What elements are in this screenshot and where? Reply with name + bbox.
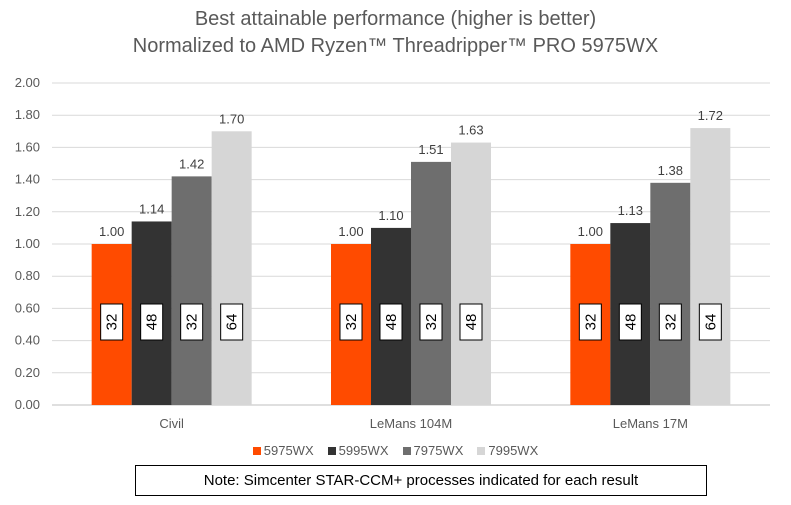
- process-count-box: [658, 303, 682, 341]
- process-count-label: 64: [224, 314, 241, 331]
- legend-item: 7975WX: [402, 443, 464, 458]
- process-count-label: 48: [383, 314, 400, 331]
- legend-label: 7995WX: [488, 443, 539, 458]
- process-count-label: 48: [144, 314, 161, 331]
- data-label: 1.72: [698, 108, 723, 123]
- data-label: 1.10: [378, 208, 403, 223]
- process-count-box: [698, 303, 722, 341]
- legend-swatch: [477, 446, 486, 455]
- bar: [451, 142, 491, 405]
- data-label: 1.00: [578, 224, 603, 239]
- bar: [650, 182, 691, 405]
- legend-swatch: [252, 446, 261, 455]
- data-label: 1.42: [179, 156, 204, 171]
- process-count-box: [100, 303, 124, 341]
- data-label: 1.63: [458, 123, 483, 138]
- data-label: 1.51: [418, 142, 443, 157]
- chart-legend: 5975WX 5995WX 7975WX 7995WX: [0, 443, 791, 458]
- legend-swatch: [327, 446, 336, 455]
- y-tick-label: 0.80: [15, 268, 40, 283]
- bar: [171, 176, 212, 405]
- bar: [411, 161, 451, 405]
- bar: [211, 131, 252, 406]
- process-count-box: [379, 303, 403, 341]
- legend-item: 5995WX: [327, 443, 389, 458]
- category-label: LeMans 17M: [613, 416, 688, 431]
- y-tick-label: 2.00: [15, 75, 40, 90]
- legend-label: 5995WX: [338, 443, 389, 458]
- y-tick-label: 0.20: [15, 365, 40, 380]
- process-count-label: 48: [463, 314, 480, 331]
- category-label: LeMans 104M: [370, 416, 452, 431]
- process-count-box: [419, 303, 443, 341]
- data-label: 1.38: [658, 163, 683, 178]
- process-count-box: [140, 303, 164, 341]
- data-label: 1.00: [338, 224, 363, 239]
- y-tick-label: 1.60: [15, 139, 40, 154]
- bar-chart: 0.00 0.20 0.40 0.60 0.80 1.00 1.20 1.40 1.60 1.80…: [15, 75, 770, 431]
- y-tick-label: 1.40: [15, 172, 40, 187]
- chart-subtitle: Normalized to AMD Ryzen™ Threadripper™ P…: [132, 35, 659, 57]
- y-tick-label: 1.80: [15, 107, 40, 122]
- process-count-box: [459, 303, 483, 341]
- process-count-box: [220, 303, 244, 341]
- y-tick-label: 0.60: [15, 300, 40, 315]
- process-count-box: [339, 303, 363, 341]
- legend-item: 5975WX: [252, 443, 314, 458]
- process-count-label: 32: [662, 314, 679, 331]
- process-count-label: 48: [622, 314, 639, 331]
- legend-item: 7995WX: [477, 443, 538, 458]
- y-tick-label: 1.20: [15, 204, 40, 219]
- process-count-label: 64: [702, 314, 719, 331]
- process-count-label: 32: [104, 314, 121, 331]
- data-label: 1.14: [139, 201, 164, 216]
- y-tick-label: 1.00: [15, 236, 40, 251]
- chart-title: Best attainable performance (higher is b…: [194, 8, 597, 30]
- process-count-box: [180, 303, 204, 341]
- data-label: 1.13: [618, 203, 643, 218]
- y-tick-label: 0.40: [15, 333, 40, 348]
- process-count-label: 32: [184, 314, 201, 331]
- process-note: Note: Simcenter STAR-CCM+ processes indi…: [135, 465, 707, 496]
- process-count-box: [578, 303, 602, 341]
- bar: [690, 128, 731, 405]
- data-label: 1.00: [99, 224, 124, 239]
- legend-swatch: [402, 446, 411, 455]
- process-count-label: 32: [343, 314, 360, 331]
- category-label: Civil: [159, 416, 184, 431]
- legend-label: 5975WX: [263, 443, 314, 458]
- y-tick-label: 0.00: [15, 397, 40, 412]
- process-count-box: [618, 303, 642, 341]
- process-count-label: 32: [582, 314, 599, 331]
- data-label: 1.70: [219, 111, 244, 126]
- process-count-label: 32: [423, 314, 440, 331]
- legend-label: 7975WX: [413, 443, 464, 458]
